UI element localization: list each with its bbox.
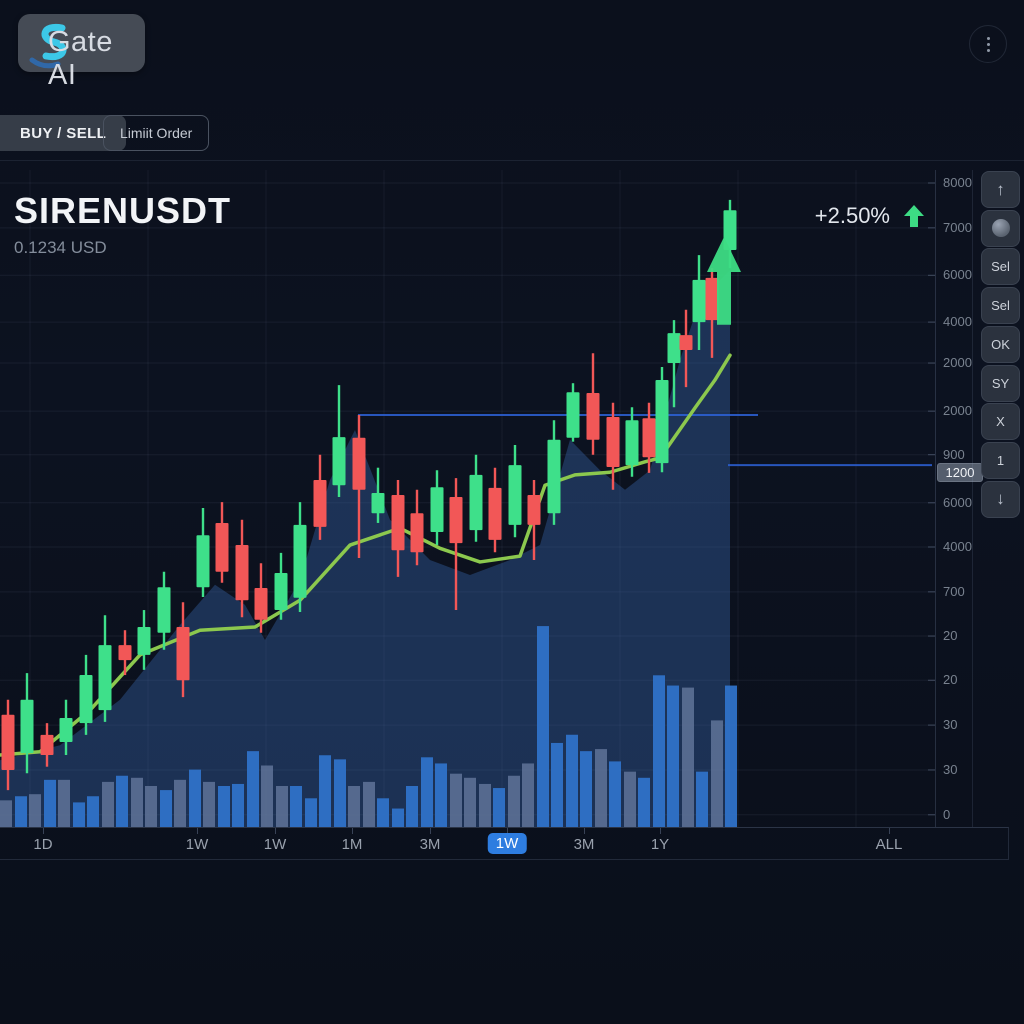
y-axis-label: 700 [943,583,965,599]
logo-s-icon [29,23,67,69]
arrow-up-icon[interactable]: ↑ [981,171,1020,208]
divider [972,170,973,827]
logo-text: Gate AI [48,26,113,91]
timeframe-1w-5[interactable]: 1W [487,833,527,854]
current-price: 0.1234 USD [14,238,107,257]
button-sel-1[interactable]: Sel [981,248,1020,286]
y-axis-label: 30 [943,761,958,777]
last-price-badge: 1200 [937,463,983,483]
y-axis-label: 900 [943,446,965,462]
candles-layer [1,199,737,791]
price-chart[interactable] [0,170,935,827]
x-axis-tick [507,828,508,834]
y-axis-label: 2000 [943,403,972,419]
button-sel-2[interactable]: Sel [981,287,1020,325]
timeframe-3m-4[interactable]: 3M [419,836,441,853]
arrow-down-icon[interactable]: ↓ [981,480,1020,518]
x-axis-tick [889,828,890,834]
up-arrow-icon [904,205,924,227]
y-axis-label: 4000 [943,539,972,554]
timeframe-1d-0[interactable]: 1D [33,836,53,853]
x-axis-tick [430,828,431,834]
instrument-header: SIRENUSDT 0.1234 USD [14,190,231,258]
change-indicator: +2.50% [760,203,925,229]
y-axis-label: 8000 [943,175,972,190]
x-axis-tick [43,828,44,834]
y-axis-label: 20 [943,628,958,644]
x-axis-tick [275,828,276,834]
timeframe-bar: 1D 1W 1W 1M 3M 1W 3M 1Y ALL [0,827,1009,860]
timeframe-1w-1[interactable]: 1W [185,836,209,853]
button-ok[interactable]: OK [981,325,1020,363]
globe-icon[interactable] [981,209,1020,247]
x-axis-tick [352,828,353,834]
divider [0,160,1024,161]
grid-layer [0,170,935,827]
symbol-title: SIRENUSDT [14,190,232,231]
timeframe-1m-3[interactable]: 1M [341,836,363,853]
button-sy[interactable]: SY [981,364,1020,402]
tab-limit-order[interactable]: Limiit Order [103,115,210,151]
timeframe-all-8[interactable]: ALL [875,836,903,853]
y-axis-label: 7000 [943,219,972,235]
button-1[interactable]: 1 [981,441,1020,479]
timeframe-1y-7[interactable]: 1Y [650,836,670,853]
kebab-menu-icon[interactable] [969,25,1007,63]
volume-layer [0,626,737,827]
y-axis-label: 6000 [943,494,972,510]
y-axis-label: 6000 [943,267,972,283]
y-axis-label: 4000 [943,314,972,330]
x-axis-tick [584,828,585,834]
change-percent: +2.50% [814,203,890,228]
button-x[interactable]: X [981,403,1020,441]
y-axis-label: 20 [943,672,958,688]
axis-frame [928,182,935,816]
y-axis-label: 30 [943,717,958,733]
y-axis-label: 2000 [943,355,972,371]
timeframe-1w-2[interactable]: 1W [263,836,287,853]
y-axis-label: 0 [943,806,951,822]
x-axis-tick [197,828,198,834]
price-axis: 8000 7000 6000 4000 2000 2000 900 6000 4000 700 20… [935,170,983,827]
surge-arrow-annotation [707,236,741,325]
x-axis-tick [660,828,661,834]
logo[interactable]: Gate AI [18,14,145,91]
timeframe-3m-6[interactable]: 3M [573,836,595,853]
